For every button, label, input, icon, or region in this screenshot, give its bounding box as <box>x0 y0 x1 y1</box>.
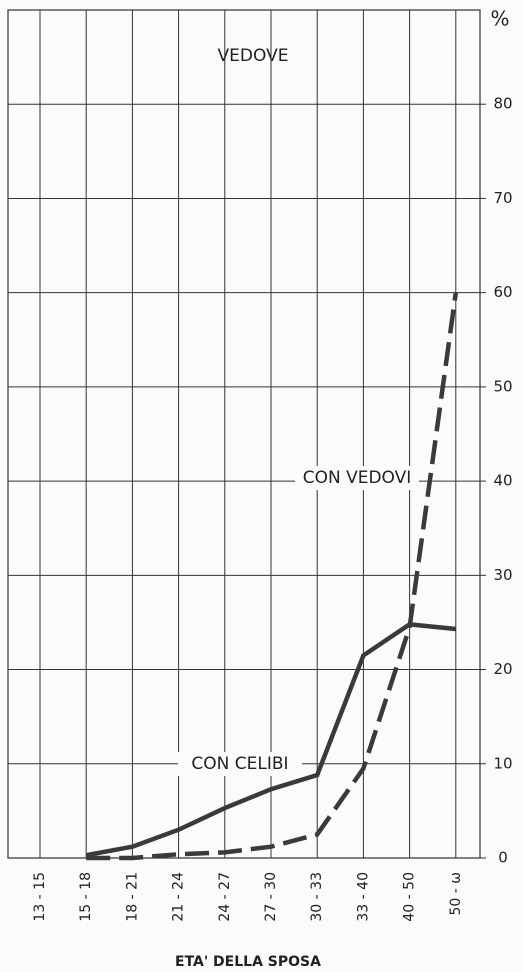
x-axis-title: ETA' DELLA SPOSA <box>175 954 321 970</box>
series-line <box>86 292 459 861</box>
y-tick-label: 60 <box>493 283 512 301</box>
y-tick-label: 80 <box>493 95 512 113</box>
x-tick-label: 40 - 50 <box>402 872 418 922</box>
series-label: CON CELIBI <box>191 754 288 774</box>
y-tick-label: 10 <box>493 754 512 772</box>
x-tick-label: 33 - 40 <box>355 872 371 922</box>
y-tick-label: 20 <box>493 660 512 678</box>
x-tick-label: 21 - 24 <box>171 872 187 922</box>
label-background <box>295 466 419 490</box>
chart-title: VEDOVE <box>218 46 289 66</box>
y-tick-label: 30 <box>493 566 512 584</box>
y-tick-label: 70 <box>493 189 512 207</box>
y-axis-title: % <box>490 7 509 31</box>
y-tick-label: 40 <box>493 472 512 490</box>
x-tick-label: 50 - ω <box>448 872 464 916</box>
y-tick-label: 50 <box>493 377 512 395</box>
x-tick-label: 18 - 21 <box>124 872 140 922</box>
label-background <box>178 752 302 776</box>
x-tick-label: 24 - 27 <box>217 872 233 922</box>
series-line <box>85 622 457 858</box>
y-tick-label: 0 <box>498 849 508 867</box>
x-tick-label: 15 - 18 <box>78 872 94 922</box>
x-tick-label: 27 - 30 <box>263 872 279 922</box>
series-label: CON VEDOVI <box>303 468 412 488</box>
x-tick-label: 13 - 15 <box>32 872 48 922</box>
x-tick-label: 30 - 33 <box>309 872 325 922</box>
